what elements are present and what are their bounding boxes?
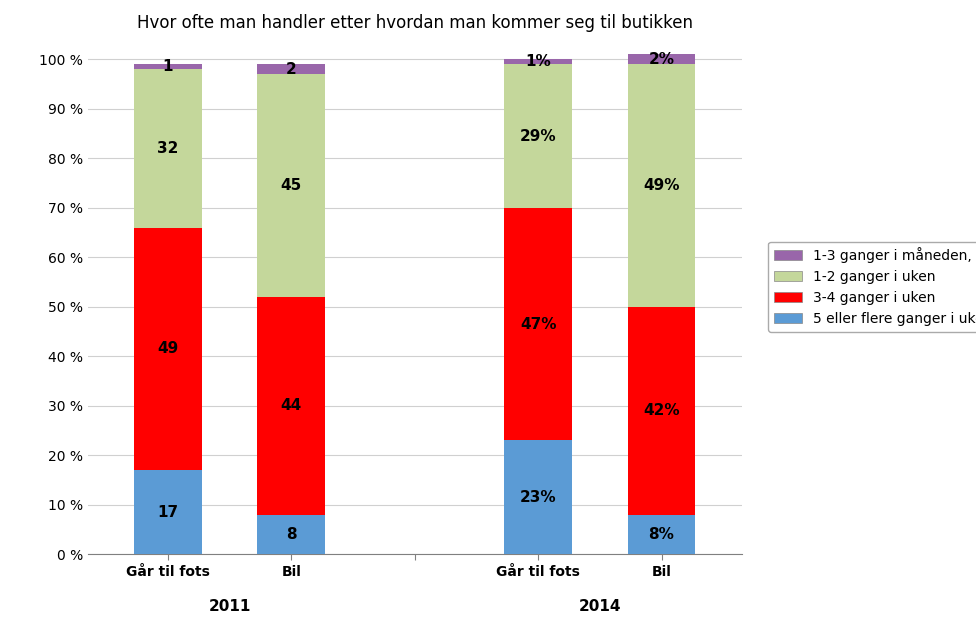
Text: 17: 17 [157, 505, 179, 520]
Text: 1%: 1% [525, 54, 551, 69]
Text: 44: 44 [281, 398, 302, 413]
Bar [505, 64, 572, 208]
Bar [258, 515, 325, 554]
Bar [628, 515, 696, 554]
Title: Hvor ofte man handler etter hvordan man kommer seg til butikken: Hvor ofte man handler etter hvordan man … [137, 14, 693, 32]
Text: 42%: 42% [643, 403, 680, 419]
Bar [134, 227, 202, 470]
Text: 2: 2 [286, 62, 297, 77]
Bar [628, 64, 696, 307]
Bar [258, 64, 325, 75]
Text: 45: 45 [281, 178, 302, 193]
Bar [505, 440, 572, 554]
Bar [628, 307, 696, 515]
Bar [628, 55, 696, 64]
Text: 1: 1 [163, 59, 174, 75]
Text: 49: 49 [157, 341, 179, 356]
Text: 8: 8 [286, 527, 297, 542]
Bar [505, 208, 572, 440]
Bar [258, 75, 325, 297]
Bar [505, 59, 572, 64]
Bar [134, 64, 202, 69]
Bar [258, 297, 325, 515]
Text: 32: 32 [157, 141, 179, 156]
Bar [134, 470, 202, 554]
Text: 23%: 23% [520, 490, 556, 505]
Text: 2011: 2011 [209, 599, 251, 613]
Text: 2014: 2014 [579, 599, 621, 613]
Text: 8%: 8% [649, 527, 674, 542]
Text: 49%: 49% [643, 178, 680, 193]
Text: 2%: 2% [649, 52, 674, 67]
Legend: 1-3 ganger i måneden, eller sjeldnere, 1-2 ganger i uken, 3-4 ganger i uken, 5 e: 1-3 ganger i måneden, eller sjeldnere, 1… [768, 241, 976, 332]
Text: 29%: 29% [520, 129, 556, 143]
Bar [134, 69, 202, 227]
Text: 47%: 47% [520, 317, 556, 332]
